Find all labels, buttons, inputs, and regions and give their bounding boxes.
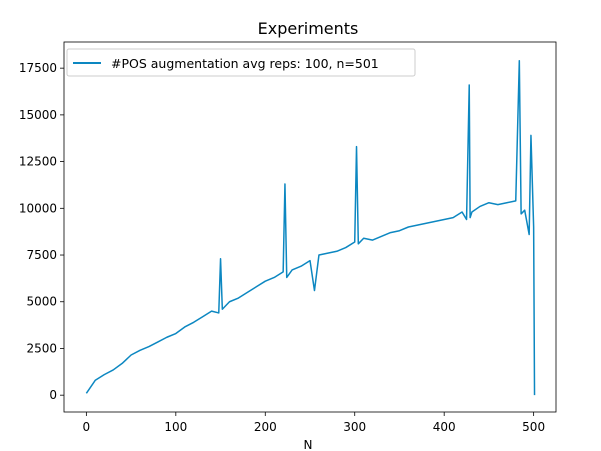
legend: #POS augmentation avg reps: 100, n=501 [66,48,416,77]
y-tick-label: 12500 [19,155,57,169]
x-axis: 0 100 200 300 400 500 [83,412,545,434]
series-layer [85,59,536,396]
y-tick-label: 7500 [26,248,57,262]
y-tick-label: 17500 [19,61,57,75]
x-tick-label: 200 [254,420,277,434]
x-tick-label: 100 [164,420,187,434]
x-tick-label: 500 [522,420,545,434]
chart-title: Experiments [258,19,359,38]
x-tick-label: 300 [343,420,366,434]
x-axis-label: N [304,438,313,451]
legend-label: #POS augmentation avg reps: 100, n=501 [111,56,379,71]
plot-area [63,41,557,413]
y-tick-label: 2500 [26,341,57,355]
legend-box [66,48,416,77]
x-tick-label: 0 [83,420,91,434]
y-axis: 0 2500 5000 7500 10000 12500 15000 17500 [19,61,64,402]
y-tick-label: 5000 [26,295,57,309]
y-tick-label: 15000 [19,108,57,122]
plot-background [64,42,556,412]
series-line-0 [85,59,536,396]
y-tick-label: 0 [49,388,57,402]
y-tick-label: 10000 [19,201,57,215]
plot-frame [63,41,557,413]
x-tick-label: 400 [433,420,456,434]
